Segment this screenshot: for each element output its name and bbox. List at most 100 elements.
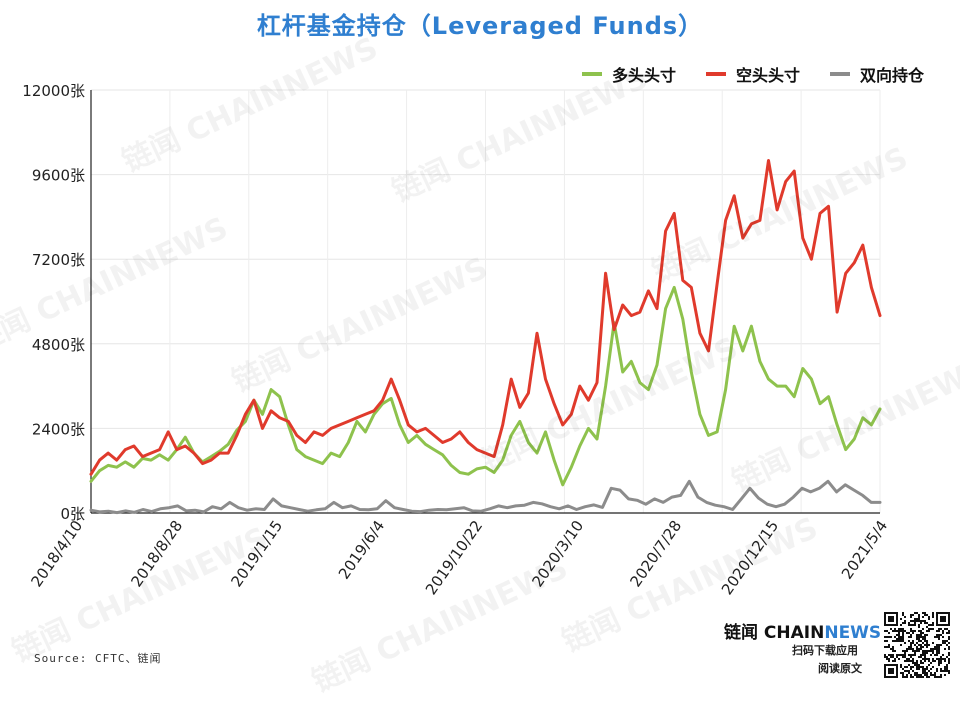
qr-module [930,672,932,674]
qr-module [948,652,950,654]
qr-module [916,636,918,638]
qr-module [936,654,938,656]
qr-module [932,660,934,662]
qr-module [944,674,946,676]
qr-module [940,660,942,662]
qr-module [940,662,942,664]
qr-module [916,650,918,652]
qr-module [914,618,916,620]
qr-module [910,654,912,656]
qr-module [920,636,922,638]
qr-module [906,660,908,662]
qr-module [936,652,938,654]
qr-module [896,630,898,632]
y-tick-label: 9600张 [32,167,85,185]
qr-module [934,660,936,662]
qr-module [900,666,902,668]
qr-module [902,632,904,634]
qr-module [902,668,904,670]
qr-module [936,676,938,678]
qr-module [902,628,904,630]
qr-module [920,640,922,642]
qr-module [904,656,906,658]
qr-module [936,648,938,650]
qr-module [906,632,908,634]
qr-module [948,638,950,640]
qr-module [946,628,948,630]
qr-module [892,656,894,658]
qr-module [894,658,896,660]
qr-module [900,630,902,632]
qr-module [938,628,940,630]
qr-module [932,666,934,668]
y-tick-label: 0张 [60,505,85,523]
qr-module [910,646,912,648]
qr-module [924,670,926,672]
qr-module [912,666,914,668]
qr-module [904,650,906,652]
qr-module [922,638,924,640]
qr-module [906,648,908,650]
qr-module [900,664,902,666]
qr-module [926,626,928,628]
legend-swatch-short [705,72,726,76]
qr-module [920,666,922,668]
qr-module [894,628,896,630]
qr-module [932,622,934,624]
qr-module [916,668,918,670]
qr-module [912,662,914,664]
qr-module [922,650,924,652]
qr-module [926,672,928,674]
qr-module [914,664,916,666]
qr-module [916,660,918,662]
qr-module [906,676,908,678]
qr-module [930,662,932,664]
qr-module [920,620,922,622]
qr-module [910,666,912,668]
qr-module [936,636,938,638]
qr-module [894,650,896,652]
qr-module [934,654,936,656]
qr-module [926,658,928,660]
qr-module [896,654,898,656]
qr-module [884,630,886,632]
qr-finder [940,616,946,622]
qr-module [916,666,918,668]
qr-module [900,628,902,630]
qr-module [944,642,946,644]
qr-module [890,648,892,650]
qr-module [938,644,940,646]
qr-module [922,628,924,630]
y-tick-label: 2400张 [32,420,85,438]
qr-module [920,676,922,678]
qr-module [916,672,918,674]
qr-module [944,660,946,662]
qr-module [910,620,912,622]
qr-module [902,614,904,616]
qr-module [908,672,910,674]
qr-module [910,644,912,646]
qr-module [930,624,932,626]
qr-module [916,676,918,678]
qr-module [916,662,918,664]
qr-module [912,648,914,650]
qr-module [924,644,926,646]
qr-module [916,674,918,676]
qr-module [926,676,928,678]
qr-module [934,636,936,638]
qr-module [884,640,886,642]
qr-module [902,622,904,624]
qr-code-icon[interactable] [884,612,950,678]
qr-module [900,672,902,674]
legend: 多头头寸 空头头寸 双向持仓 [581,62,924,86]
qr-module [904,652,906,654]
qr-module [900,638,902,640]
qr-module [894,640,896,642]
qr-module [902,634,904,636]
qr-module [926,650,928,652]
qr-module [914,672,916,674]
qr-module [916,648,918,650]
qr-module [940,644,942,646]
qr-module [898,636,900,638]
qr-module [902,656,904,658]
